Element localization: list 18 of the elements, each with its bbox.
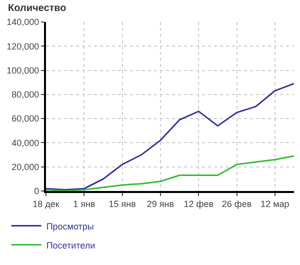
y-tick-label: 0 — [34, 186, 40, 196]
x-tick-label: 18 дек — [32, 198, 60, 209]
x-tick-label: 15 янв — [108, 198, 136, 209]
y-tick-label: 100,000 — [6, 65, 40, 76]
legend-label: Посетители — [46, 240, 96, 250]
y-tick-label: 140,000 — [6, 17, 40, 28]
y-axis-title: Количество — [8, 3, 66, 14]
y-tick-label: 20,000 — [12, 162, 40, 172]
y-tick-label: 40,000 — [12, 138, 40, 148]
x-tick-label: 26 фев — [222, 198, 252, 209]
x-tick-label: 1 янв — [73, 198, 96, 209]
x-tick-label: 29 янв — [146, 198, 174, 209]
y-tick-label: 120,000 — [6, 41, 40, 52]
legend-label: Просмотры — [46, 221, 94, 232]
x-tick-label: 12 фев — [184, 198, 214, 209]
x-tick-label: 12 мар — [260, 198, 290, 209]
y-tick-label: 80,000 — [12, 90, 40, 100]
y-tick-label: 60,000 — [12, 114, 40, 124]
